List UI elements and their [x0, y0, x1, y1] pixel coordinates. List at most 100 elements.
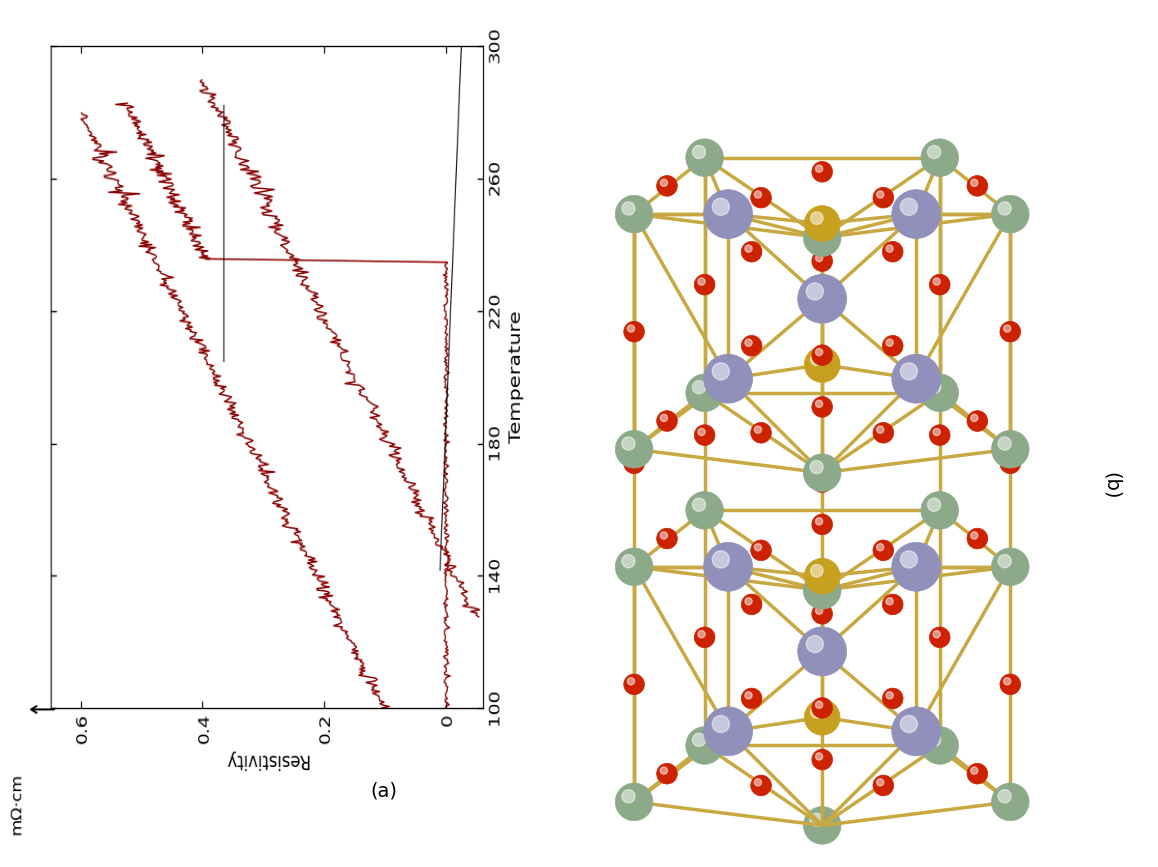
Circle shape [967, 763, 988, 784]
Circle shape [900, 551, 917, 568]
Circle shape [812, 161, 833, 182]
Circle shape [815, 349, 822, 355]
Circle shape [933, 428, 940, 435]
Circle shape [815, 701, 822, 708]
Circle shape [750, 540, 771, 561]
Circle shape [886, 597, 893, 605]
Circle shape [754, 426, 762, 434]
Circle shape [698, 428, 705, 435]
Circle shape [750, 422, 771, 443]
Circle shape [811, 564, 823, 577]
Circle shape [892, 190, 940, 238]
Circle shape [805, 205, 840, 241]
Circle shape [1004, 678, 1011, 685]
Circle shape [928, 499, 940, 512]
Circle shape [812, 396, 833, 417]
Circle shape [892, 707, 940, 756]
Circle shape [804, 218, 841, 257]
Circle shape [933, 278, 940, 285]
Circle shape [704, 355, 753, 403]
Circle shape [750, 187, 771, 208]
Circle shape [892, 543, 940, 591]
Circle shape [991, 430, 1029, 468]
Circle shape [999, 322, 1020, 342]
Circle shape [877, 544, 884, 551]
Circle shape [695, 627, 714, 648]
Circle shape [660, 767, 667, 774]
Text: (b): (b) [1102, 472, 1121, 499]
Circle shape [812, 472, 833, 492]
Circle shape [798, 627, 846, 676]
Circle shape [928, 381, 940, 394]
Circle shape [615, 548, 653, 585]
Circle shape [704, 543, 753, 591]
Circle shape [624, 322, 645, 342]
Circle shape [754, 779, 762, 786]
Circle shape [622, 555, 635, 568]
Circle shape [998, 437, 1011, 450]
Circle shape [967, 411, 988, 432]
Circle shape [657, 411, 677, 432]
Circle shape [967, 528, 988, 549]
Circle shape [692, 733, 705, 746]
Circle shape [815, 254, 822, 262]
Circle shape [704, 190, 753, 238]
Circle shape [754, 191, 762, 199]
Circle shape [805, 700, 840, 735]
Circle shape [806, 283, 823, 300]
Circle shape [970, 531, 977, 539]
Circle shape [657, 175, 677, 196]
Circle shape [998, 790, 1011, 803]
Circle shape [930, 627, 950, 648]
Circle shape [809, 578, 823, 591]
Circle shape [928, 733, 940, 746]
Circle shape [811, 353, 823, 366]
Circle shape [812, 345, 833, 366]
Circle shape [622, 437, 635, 450]
Circle shape [741, 594, 762, 615]
Circle shape [921, 139, 959, 177]
Circle shape [873, 422, 894, 443]
Circle shape [998, 555, 1011, 568]
Circle shape [628, 325, 635, 332]
Circle shape [798, 274, 846, 323]
Circle shape [615, 783, 653, 821]
Circle shape [745, 597, 753, 605]
Circle shape [900, 199, 917, 215]
Circle shape [698, 630, 705, 638]
Circle shape [741, 688, 762, 709]
Circle shape [811, 212, 823, 225]
Circle shape [745, 245, 753, 252]
Circle shape [900, 362, 917, 380]
Circle shape [892, 355, 940, 403]
Circle shape [873, 775, 894, 796]
Circle shape [886, 339, 893, 346]
Circle shape [745, 339, 753, 346]
Circle shape [615, 195, 653, 233]
Circle shape [686, 374, 724, 412]
Circle shape [698, 278, 705, 285]
Circle shape [712, 551, 730, 568]
Circle shape [991, 195, 1029, 233]
Circle shape [933, 630, 940, 638]
Circle shape [622, 790, 635, 803]
Circle shape [704, 707, 753, 756]
Circle shape [886, 245, 893, 252]
Circle shape [882, 594, 903, 615]
Circle shape [921, 727, 959, 765]
Circle shape [804, 806, 841, 844]
Circle shape [970, 767, 977, 774]
Circle shape [754, 544, 762, 551]
Circle shape [815, 753, 822, 760]
Circle shape [999, 453, 1020, 473]
Circle shape [873, 540, 894, 561]
Circle shape [750, 775, 771, 796]
Circle shape [615, 430, 653, 468]
Circle shape [712, 199, 730, 215]
Circle shape [815, 165, 822, 173]
Circle shape [812, 698, 833, 718]
Circle shape [712, 715, 730, 733]
Circle shape [886, 692, 893, 699]
Text: (a): (a) [371, 782, 397, 801]
Circle shape [805, 347, 840, 382]
